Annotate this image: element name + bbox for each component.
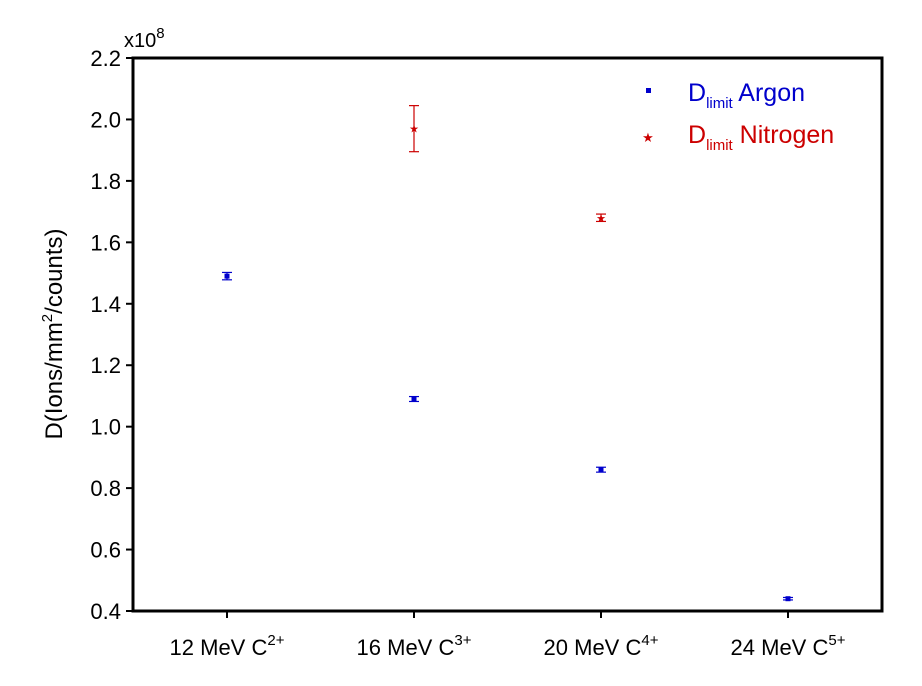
marker-square bbox=[598, 467, 604, 473]
data-point bbox=[783, 596, 793, 602]
data-point bbox=[222, 271, 232, 281]
y-axis: 0.4 0.6 0.8 1.0 1.2 1.4 1.6 1.8 2.0 2.2 bbox=[90, 46, 133, 624]
y-tick-label: 1.0 bbox=[90, 415, 121, 440]
marker-square bbox=[785, 596, 791, 602]
x-tick-label: 24 MeV C5+ bbox=[731, 632, 846, 660]
series-layer: ★★ bbox=[222, 105, 793, 602]
x-tick-label: 20 MeV C4+ bbox=[544, 632, 659, 660]
x-axis: 12 MeV C2+ 16 MeV C3+ 20 MeV C4+ 24 MeV C5+ bbox=[170, 611, 846, 660]
y-tick-label: 0.4 bbox=[90, 599, 121, 624]
plot-area bbox=[131, 56, 884, 613]
marker-star: ★ bbox=[409, 123, 419, 136]
legend-entry-argon: Dlimit Argon bbox=[646, 79, 805, 112]
legend-entry-nitrogen: ★ Dlimit Nitrogen bbox=[642, 121, 834, 154]
y-multiplier: x108 bbox=[124, 25, 165, 52]
marker-square bbox=[411, 396, 417, 402]
legend-label-nitrogen: Dlimit Nitrogen bbox=[688, 121, 834, 154]
x-tick-label: 12 MeV C2+ bbox=[170, 632, 285, 660]
y-tick-label: 0.6 bbox=[90, 538, 121, 563]
y-axis-title: D(Ions/mm2/counts) bbox=[39, 228, 68, 439]
legend-marker-nitrogen: ★ bbox=[642, 131, 654, 146]
legend-marker-argon bbox=[646, 88, 651, 93]
y-tick-label: 2.0 bbox=[90, 107, 121, 132]
marker-square bbox=[224, 273, 230, 279]
y-tick-label: 1.2 bbox=[90, 353, 121, 378]
legend: Dlimit Argon ★ Dlimit Nitrogen bbox=[642, 79, 834, 154]
marker-star: ★ bbox=[596, 212, 606, 225]
legend-label-argon: Dlimit Argon bbox=[688, 79, 805, 112]
data-point bbox=[596, 466, 606, 473]
data-point: ★ bbox=[596, 212, 606, 225]
data-point: ★ bbox=[409, 105, 419, 153]
y-tick-label: 1.6 bbox=[90, 230, 121, 255]
y-tick-label: 2.2 bbox=[90, 46, 121, 71]
data-point bbox=[409, 395, 419, 403]
x-tick-label: 16 MeV C3+ bbox=[357, 632, 472, 660]
y-tick-label: 1.4 bbox=[90, 292, 121, 317]
y-tick-label: 1.8 bbox=[90, 169, 121, 194]
y-tick-label: 0.8 bbox=[90, 476, 121, 501]
